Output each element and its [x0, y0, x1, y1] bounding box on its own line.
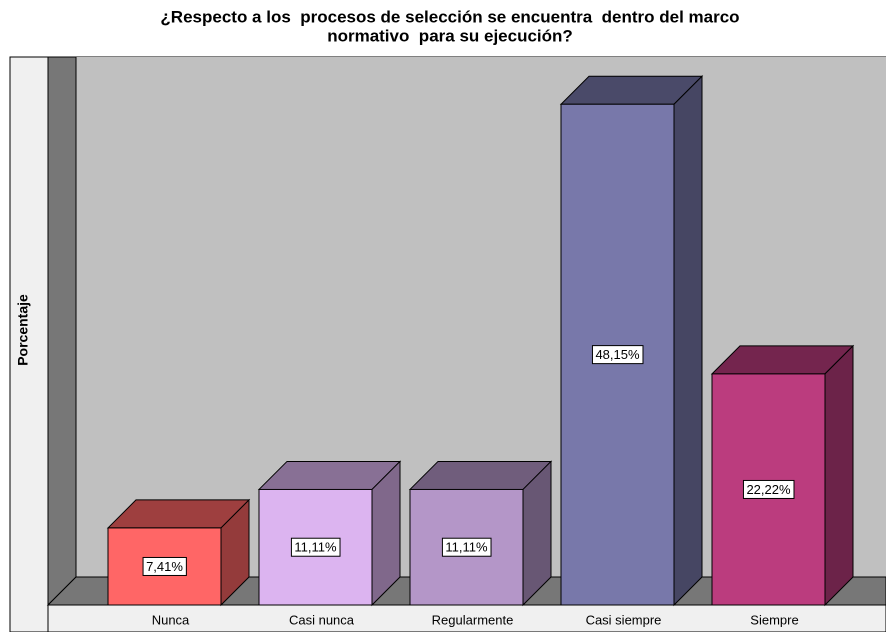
- chart-title: ¿Respecto a los procesos de selección se…: [160, 7, 739, 26]
- left-wall: [47, 56, 77, 607]
- value-label-box: [742, 479, 795, 499]
- value-label-box: [290, 537, 341, 557]
- bar-side: [673, 75, 703, 607]
- x-tick-label: Casi nunca: [289, 612, 355, 627]
- value-label-box: [441, 537, 492, 557]
- value-label: 7,41%: [146, 559, 183, 574]
- bar-side: [824, 344, 854, 607]
- value-label: 22,22%: [746, 482, 791, 497]
- value-label-box: [591, 345, 644, 365]
- chart-title: normativo para su ejecución?: [327, 26, 573, 45]
- x-tick-label: Nunca: [152, 612, 190, 627]
- value-label: 11,11%: [445, 540, 488, 555]
- x-tick-label: Siempre: [750, 612, 798, 627]
- value-label: 48,15%: [595, 347, 640, 362]
- value-label-box: [142, 556, 187, 576]
- value-label: 11,11%: [294, 540, 337, 555]
- x-tick-label: Casi siempre: [586, 612, 662, 627]
- y-axis-label: Porcentaje: [15, 294, 31, 366]
- x-tick-label: Regularmente: [432, 612, 514, 627]
